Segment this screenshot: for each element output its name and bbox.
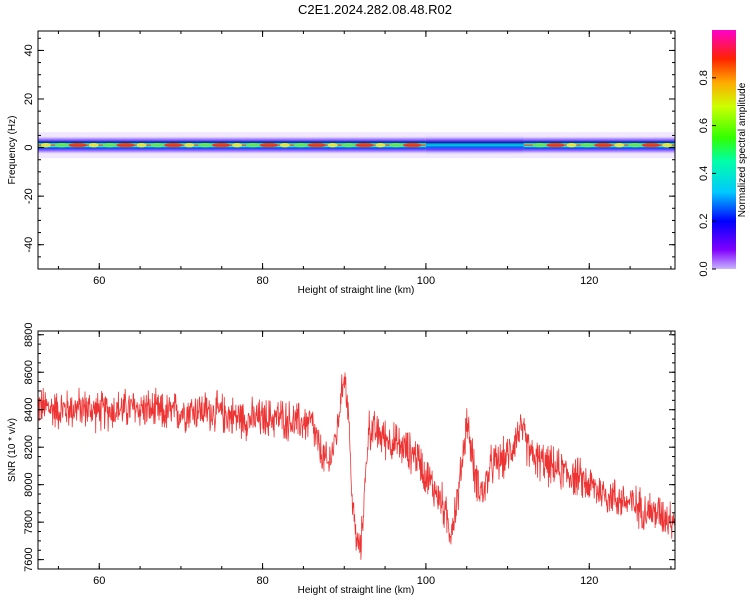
band-highlight bbox=[546, 142, 565, 148]
colorbar-ticks: 0.0 0.2 0.4 0.6 0.8 bbox=[698, 70, 716, 277]
snr-y-tick-label: 8400 bbox=[23, 397, 35, 421]
snr-y-tick-label: 7800 bbox=[23, 510, 35, 534]
snr-series-line bbox=[38, 372, 675, 560]
band-highlight bbox=[403, 142, 422, 148]
band-highlight bbox=[662, 142, 673, 148]
snr-y-tick-label: 8600 bbox=[23, 360, 35, 384]
spectrogram-x-tick-label: 60 bbox=[93, 275, 105, 287]
band-highlight bbox=[232, 142, 243, 148]
snr-y-tick-label: 7600 bbox=[23, 547, 35, 571]
spectrogram-x-tick-label: 100 bbox=[417, 275, 435, 287]
band-highlight bbox=[293, 142, 308, 148]
band-highlight bbox=[628, 142, 643, 148]
snr-x-tick-label: 60 bbox=[93, 575, 105, 587]
spectrogram-ticks: 60 80 100 120 -40 -20 0 20 40 bbox=[23, 31, 675, 287]
band-highlight bbox=[212, 142, 231, 148]
colorbar-tick-label: 0.4 bbox=[698, 166, 710, 181]
band-highlight bbox=[327, 142, 338, 148]
spectrogram-y-tick-label: 0 bbox=[23, 145, 35, 151]
snr-frame bbox=[37, 330, 676, 570]
band-segment bbox=[425, 134, 524, 157]
band-highlight bbox=[279, 142, 290, 148]
colorbar-tick-label: 0.0 bbox=[698, 261, 710, 276]
band-highlight bbox=[116, 142, 135, 148]
band-highlight bbox=[642, 142, 661, 148]
colorbar-tick-label: 0.2 bbox=[698, 214, 710, 229]
snr-x-tick-label: 100 bbox=[417, 575, 435, 587]
band-highlight bbox=[184, 142, 195, 148]
spectrogram-y-tick-label: -20 bbox=[23, 188, 35, 204]
band-highlight bbox=[68, 142, 87, 148]
band-highlight bbox=[307, 142, 326, 148]
band-highlight bbox=[355, 142, 374, 148]
spectrogram-x-tick-label: 120 bbox=[580, 275, 598, 287]
band-highlight bbox=[580, 142, 595, 148]
snr-y-tick-label: 8200 bbox=[23, 435, 35, 459]
band-highlight bbox=[150, 142, 165, 148]
band-highlight bbox=[594, 142, 613, 148]
spectrogram-y-tick-label: -40 bbox=[23, 237, 35, 253]
snr-y-tick-label: 8000 bbox=[23, 472, 35, 496]
band-highlight bbox=[164, 142, 183, 148]
spectrogram-frame bbox=[37, 30, 676, 270]
band-highlight bbox=[532, 142, 547, 148]
snr-x-axis-label: Height of straight line (km) bbox=[298, 585, 415, 596]
band-highlight bbox=[198, 142, 213, 148]
band-highlight bbox=[88, 142, 99, 148]
band-highlight bbox=[40, 142, 51, 148]
snr-y-tick-label: 8800 bbox=[23, 323, 35, 347]
spectrogram-y-tick-label: 40 bbox=[23, 44, 35, 56]
snr-panel: 60 80 100 120 7600 7800 8000 8200 8400 8600 8800 H… bbox=[7, 323, 676, 596]
band-highlight bbox=[375, 142, 386, 148]
band-highlight bbox=[136, 142, 147, 148]
band-highlight bbox=[259, 142, 278, 148]
spectrogram-y-axis-label: Frequency (Hz) bbox=[7, 116, 18, 185]
spectrogram-x-tick-label: 80 bbox=[256, 275, 268, 287]
band-highlight bbox=[566, 142, 577, 148]
snr-x-tick-label: 80 bbox=[256, 575, 268, 587]
band-highlight bbox=[102, 142, 117, 148]
snr-x-tick-label: 120 bbox=[580, 575, 598, 587]
colorbar-tick-label: 0.8 bbox=[698, 70, 710, 85]
colorbar-gradient bbox=[712, 30, 736, 269]
band-highlight bbox=[54, 142, 69, 148]
band-highlight bbox=[245, 142, 260, 148]
spectrogram-y-tick-label: 20 bbox=[23, 93, 35, 105]
colorbar-tick-label: 0.6 bbox=[698, 118, 710, 133]
colorbar: 0.0 0.2 0.4 0.6 0.8 Normalized spectral ampl… bbox=[698, 30, 748, 277]
snr-y-axis-label: SNR (10 * v/v) bbox=[7, 418, 18, 482]
band-highlight bbox=[341, 142, 356, 148]
band-segment bbox=[38, 135, 426, 156]
spectrogram-x-axis-label: Height of straight line (km) bbox=[298, 285, 415, 296]
colorbar-label: Normalized spectral amplitude bbox=[737, 82, 748, 217]
spectrogram-panel: 60 80 100 120 -40 -20 0 20 40 Height of straight… bbox=[7, 30, 676, 296]
page-title: C2E1.2024.282.08.48.R02 bbox=[298, 2, 452, 17]
snr-ticks: 60 80 100 120 7600 7800 8000 8200 8400 8600 8800 bbox=[23, 323, 675, 587]
band-highlight bbox=[614, 142, 625, 148]
spectral-band bbox=[38, 132, 675, 159]
band-highlight bbox=[389, 142, 404, 148]
